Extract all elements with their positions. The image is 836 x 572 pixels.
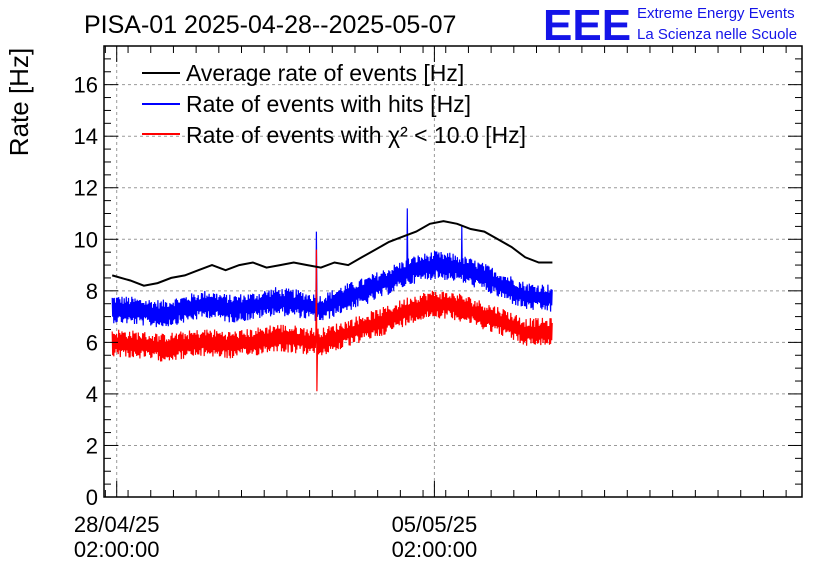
- logo-line-2: La Scienza nelle Scuole: [637, 26, 797, 43]
- y-tick-labels: 0 2 4 6 8 10 12 14 16: [74, 73, 98, 510]
- y-axis-label: Rate [Hz]: [4, 48, 34, 156]
- legend: Average rate of events [Hz] Rate of even…: [142, 60, 526, 148]
- y-tick-label: 2: [86, 433, 98, 458]
- y-tick-label: 12: [74, 176, 98, 201]
- x-tick-label-date: 28/04/25: [74, 512, 160, 537]
- y-tick-label: 0: [86, 485, 98, 510]
- y-tick-label: 6: [86, 330, 98, 355]
- series-chi2-line: [111, 249, 553, 392]
- logo-line-1: Extreme Energy Events: [637, 5, 795, 22]
- y-tick-label: 10: [74, 227, 98, 252]
- legend-label-chi2: Rate of events with χ² < 10.0 [Hz]: [186, 122, 526, 148]
- logo-text: EEE: [543, 1, 631, 50]
- y-tick-label: 4: [86, 382, 98, 407]
- eee-logo: EEE Extreme Energy Events La Scienza nel…: [543, 1, 797, 50]
- axes: [103, 45, 803, 498]
- y-tick-label: 16: [74, 73, 98, 98]
- plot-frame: [103, 45, 803, 498]
- legend-label-average: Average rate of events [Hz]: [186, 60, 464, 86]
- series-average-line: [111, 220, 553, 287]
- x-tick-label-time: 02:00:00: [392, 537, 478, 562]
- chart-title: PISA-01 2025-04-28--2025-05-07: [84, 11, 456, 39]
- legend-label-hits: Rate of events with hits [Hz]: [186, 91, 471, 117]
- y-tick-label: 14: [74, 124, 98, 149]
- data-series: [111, 208, 553, 392]
- series-hits-line: [111, 208, 553, 328]
- x-tick-label-time: 02:00:00: [74, 537, 160, 562]
- y-tick-label: 8: [86, 279, 98, 304]
- x-tick-label-date: 05/05/25: [392, 512, 478, 537]
